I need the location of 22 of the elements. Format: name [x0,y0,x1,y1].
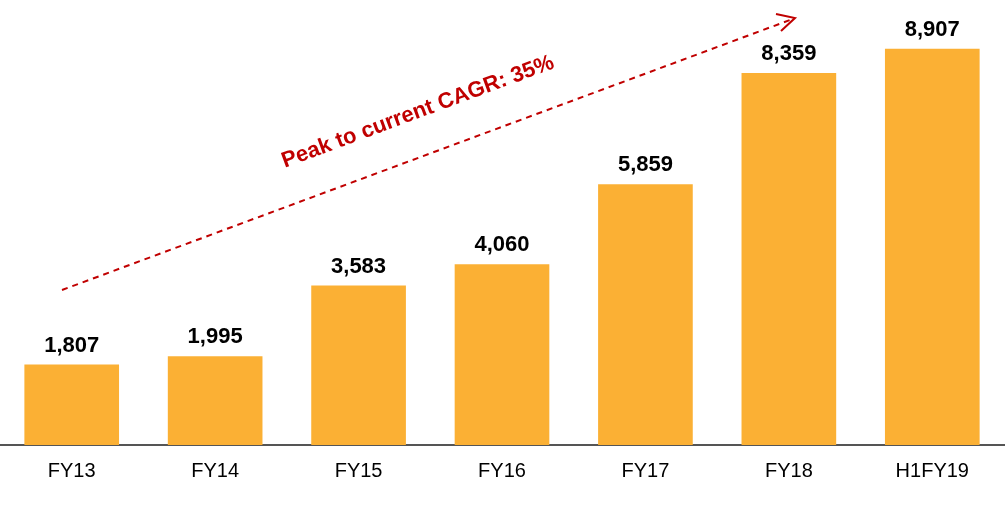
bar [454,264,550,445]
bar [884,48,980,445]
data-label: 8,359 [761,40,817,66]
x-tick-label: FY15 [334,458,383,481]
x-tick-label: H1FY19 [895,458,969,481]
x-tick-label: FY16 [478,458,526,481]
data-label: 3,583 [331,252,387,278]
data-label: 1,807 [44,331,100,357]
x-tick-label: FY14 [191,458,240,481]
x-tick-label: FY18 [764,458,813,481]
x-tick-label: FY13 [47,458,96,481]
data-label: 1,995 [187,323,243,349]
bar [598,184,693,445]
data-label: 4,060 [474,231,530,257]
bar [741,73,837,445]
annotation: Peak to current CAGR: 35% [277,48,558,173]
bar [311,285,406,445]
bar [24,364,120,445]
x-tick-label: FY17 [621,458,670,481]
bar [167,356,263,445]
data-label: 5,859 [617,151,673,177]
data-label: 8,907 [904,15,960,41]
